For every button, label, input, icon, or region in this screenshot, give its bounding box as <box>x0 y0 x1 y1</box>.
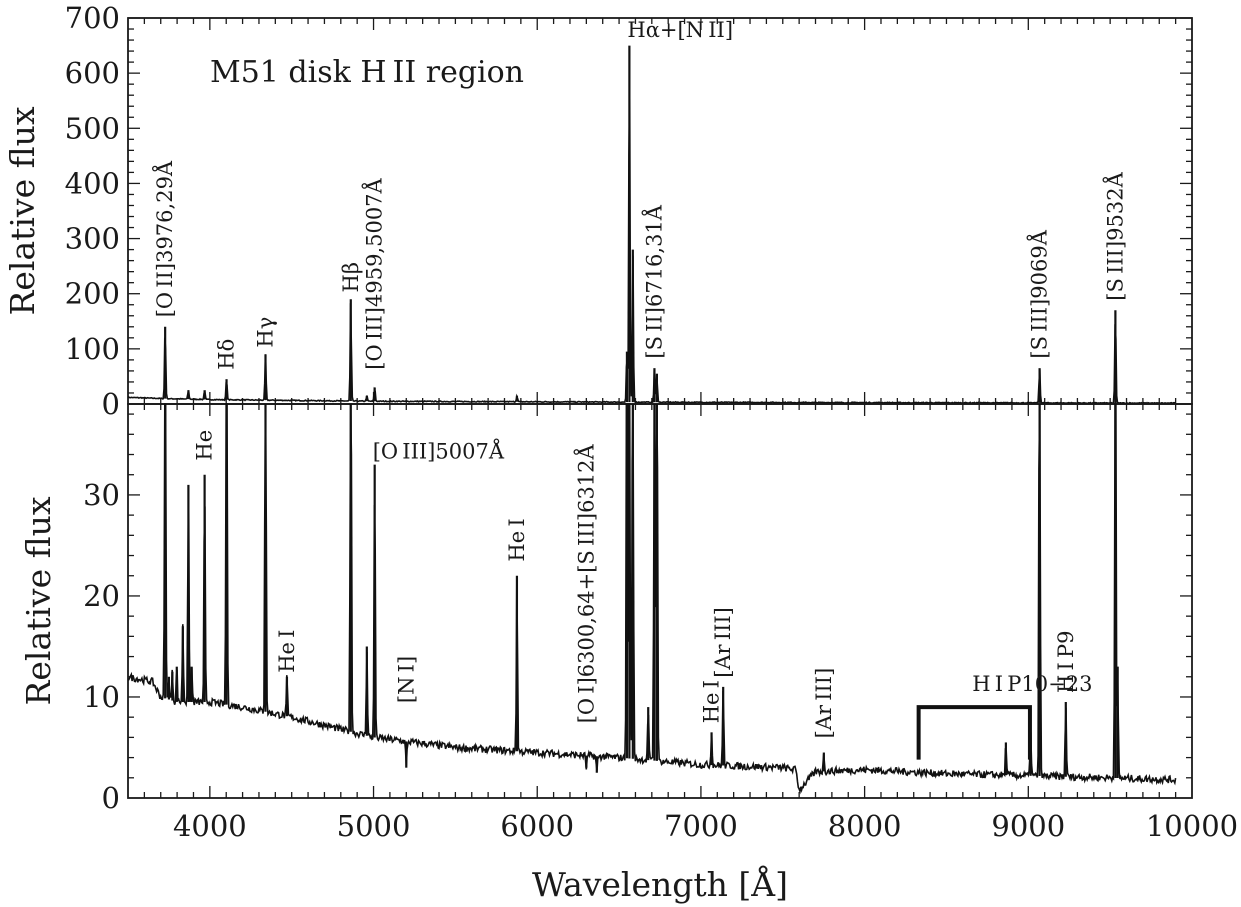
bottom-ticks <box>128 404 1192 798</box>
y-tick-label: 20 <box>83 579 120 613</box>
y-tick-label: 500 <box>65 111 120 145</box>
bottom-spectrum-line <box>127 403 1177 795</box>
top-y-axis-label: Relative flux <box>3 106 42 315</box>
x-tick-label: 4000 <box>173 809 247 843</box>
line-annotation: He I <box>275 630 299 673</box>
line-annotation: [S III]9532Å <box>1102 171 1127 300</box>
line-annotation: He <box>193 430 217 461</box>
y-tick-label: 10 <box>83 680 120 714</box>
paschen-series-bracket <box>916 705 1032 760</box>
y-tick-label: 700 <box>65 1 120 35</box>
y-tick-label: 100 <box>65 332 120 366</box>
line-annotation: [Ar III] <box>812 668 836 739</box>
x-axis-label: Wavelength [Å] <box>532 864 788 904</box>
chart-title: M51 disk H II region <box>210 55 524 90</box>
line-annotation: [N I] <box>394 656 418 703</box>
x-tick-label: 9000 <box>991 809 1065 843</box>
top-emission-lines <box>164 45 1117 404</box>
top-y-tick-labels: 0 100 200 300 400 500 600 700 <box>65 1 120 421</box>
line-annotation: [O II]3976,29Å <box>152 160 177 317</box>
x-tick-label: 10000 <box>1146 809 1238 843</box>
line-annotation: Hγ <box>254 317 278 348</box>
line-annotation: [O III]5007Å <box>373 439 505 464</box>
top-spectrum-line <box>127 98 1177 405</box>
x-tick-labels: 4000 5000 6000 7000 8000 9000 10000 <box>173 809 1238 843</box>
line-annotation: [O III]4959,5007Å <box>362 177 387 369</box>
top-annotations: [O II]3976,29Å Hδ Hγ Hβ [O III]4959,5007Å Hα+… <box>152 18 1127 370</box>
y-tick-label: 600 <box>65 56 120 90</box>
bottom-annotations: He He I [O III]5007Å [N I] He I [O I]6300,64+… <box>193 430 1093 739</box>
x-tick-label: 5000 <box>337 809 411 843</box>
line-annotation: Hδ <box>215 339 239 370</box>
x-tick-label: 6000 <box>500 809 574 843</box>
line-annotation: Hβ <box>339 262 363 292</box>
y-tick-label: 0 <box>102 387 120 421</box>
line-annotation: Hα+[N II] <box>627 18 733 42</box>
line-annotation: He I <box>700 680 724 723</box>
x-tick-label: 7000 <box>664 809 738 843</box>
y-tick-label: 30 <box>83 478 120 512</box>
line-annotation: He I <box>505 518 529 561</box>
bottom-emission-lines <box>164 404 1119 779</box>
line-annotation: [S III]9069Å <box>1027 229 1052 358</box>
bottom-plot-frame <box>127 403 1193 799</box>
y-tick-label: 400 <box>65 166 120 200</box>
line-annotation: [Ar III] <box>711 607 735 678</box>
bottom-y-tick-labels: 0 10 20 30 <box>83 478 120 815</box>
line-annotation: [O I]6300,64+[S III]6312Å <box>573 443 598 723</box>
y-tick-label: 300 <box>65 222 120 256</box>
bottom-panel: 0 10 20 30 4000 5000 6000 7000 8000 9000 10000 He… <box>19 403 1238 904</box>
y-tick-label: 0 <box>102 781 120 815</box>
x-tick-label: 8000 <box>828 809 902 843</box>
bottom-y-axis-label: Relative flux <box>19 496 58 705</box>
line-annotation: H I P10−23 <box>972 672 1092 696</box>
line-annotation: [S II]6716,31Å <box>641 204 666 358</box>
line-annotation: H I P9 <box>1054 631 1078 694</box>
y-tick-label: 200 <box>65 277 120 311</box>
top-panel: 0 100 200 300 400 500 600 700 [O II]3976,29Å Hδ H… <box>3 1 1193 421</box>
